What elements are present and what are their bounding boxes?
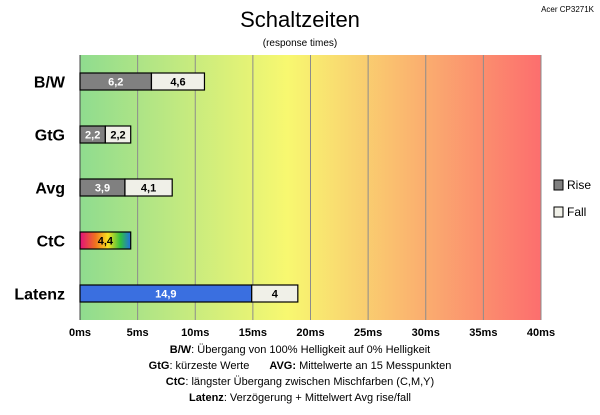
x-tick-35ms: 35ms [469,327,497,339]
footnote-latenz: Latenz: Verzögerung + Mittelwert Avg ris… [189,392,411,404]
category-labels: B/W GtG Avg CtC Latenz [14,75,66,304]
value-label-latenz-fall: 4 [272,289,279,301]
value-label-gtg-rise: 2,2 [85,130,100,142]
footnote-ctc-text: : längster Übergang zwischen Mischfarben… [185,376,434,388]
footnote-avg-key: AVG: [269,360,296,372]
category-label-bw: B/W [34,75,66,92]
footnote-latenz-text: : Verzögerung + Mittelwert Avg rise/fall [224,392,411,404]
category-label-latenz: Latenz [14,287,65,304]
bar-bw-fall [150,72,206,91]
x-tick-40ms: 40ms [527,327,555,339]
x-tick-30ms: 30ms [412,327,440,339]
bar-gtg-fall [104,125,132,144]
footnote-gtg-key: GtG [149,360,170,372]
footnote-bw-key: B/W [170,344,192,356]
chart-title: Schaltzeiten [240,7,360,32]
monitor-model-label: Acer CP3271K [541,5,595,14]
x-tick-labels: 0ms 5ms 10ms 15ms 20ms 25ms 30ms 35ms 40ms [69,327,555,339]
bar-avg-fall [124,178,173,197]
category-label-avg: Avg [35,181,65,198]
chart-subtitle: (response times) [263,38,337,49]
value-label-bw-rise: 6,2 [108,77,123,89]
footnote-avg-text: Mittelwerte an 15 Messpunkten [296,360,451,372]
x-tick-25ms: 25ms [354,327,382,339]
footnote-bw: B/W: Übergang von 100% Helligkeit auf 0%… [170,344,430,356]
x-tick-10ms: 10ms [181,327,209,339]
bars: 6,2 4,6 2,2 2,2 3,9 4,1 4,4 14,9 4 [79,72,299,303]
legend-swatch-fall [553,206,564,218]
footnote-bw-text: : Übergang von 100% Helligkeit auf 0% He… [191,344,430,356]
footnote-latenz-key: Latenz [189,392,224,404]
footnote-gtg-avg: GtG: kürzeste Werte AVG: Mittelwerte an 1… [149,360,452,372]
footnote-ctc-key: CtC [166,376,186,388]
legend: Rise Fall [553,178,591,219]
bar-latenz-fall [251,284,299,303]
grid-lines [79,55,542,320]
legend-swatch-rise [553,179,564,191]
legend-label-rise: Rise [567,178,591,192]
category-label-gtg: GtG [35,128,65,145]
x-tick-15ms: 15ms [239,327,267,339]
value-label-avg-fall: 4,1 [141,183,156,195]
category-label-ctc: CtC [37,234,66,251]
footnote-gtg-text: : kürzeste Werte [169,360,249,372]
x-tick-5ms: 5ms [127,327,149,339]
footnote-ctc: CtC: längster Übergang zwischen Mischfar… [166,376,434,388]
x-tick-0ms: 0ms [69,327,91,339]
value-label-latenz-rise: 14,9 [155,289,176,301]
x-tick-20ms: 20ms [296,327,324,339]
value-label-bw-fall: 4,6 [170,77,185,89]
bar-ctc-rise [79,231,132,250]
value-label-avg-rise: 3,9 [95,183,110,195]
value-label-gtg-fall: 2,2 [110,130,125,142]
value-label-ctc-rise: 4,4 [98,236,114,248]
legend-label-fall: Fall [567,205,586,219]
footnotes: B/W: Übergang von 100% Helligkeit auf 0%… [149,344,452,404]
